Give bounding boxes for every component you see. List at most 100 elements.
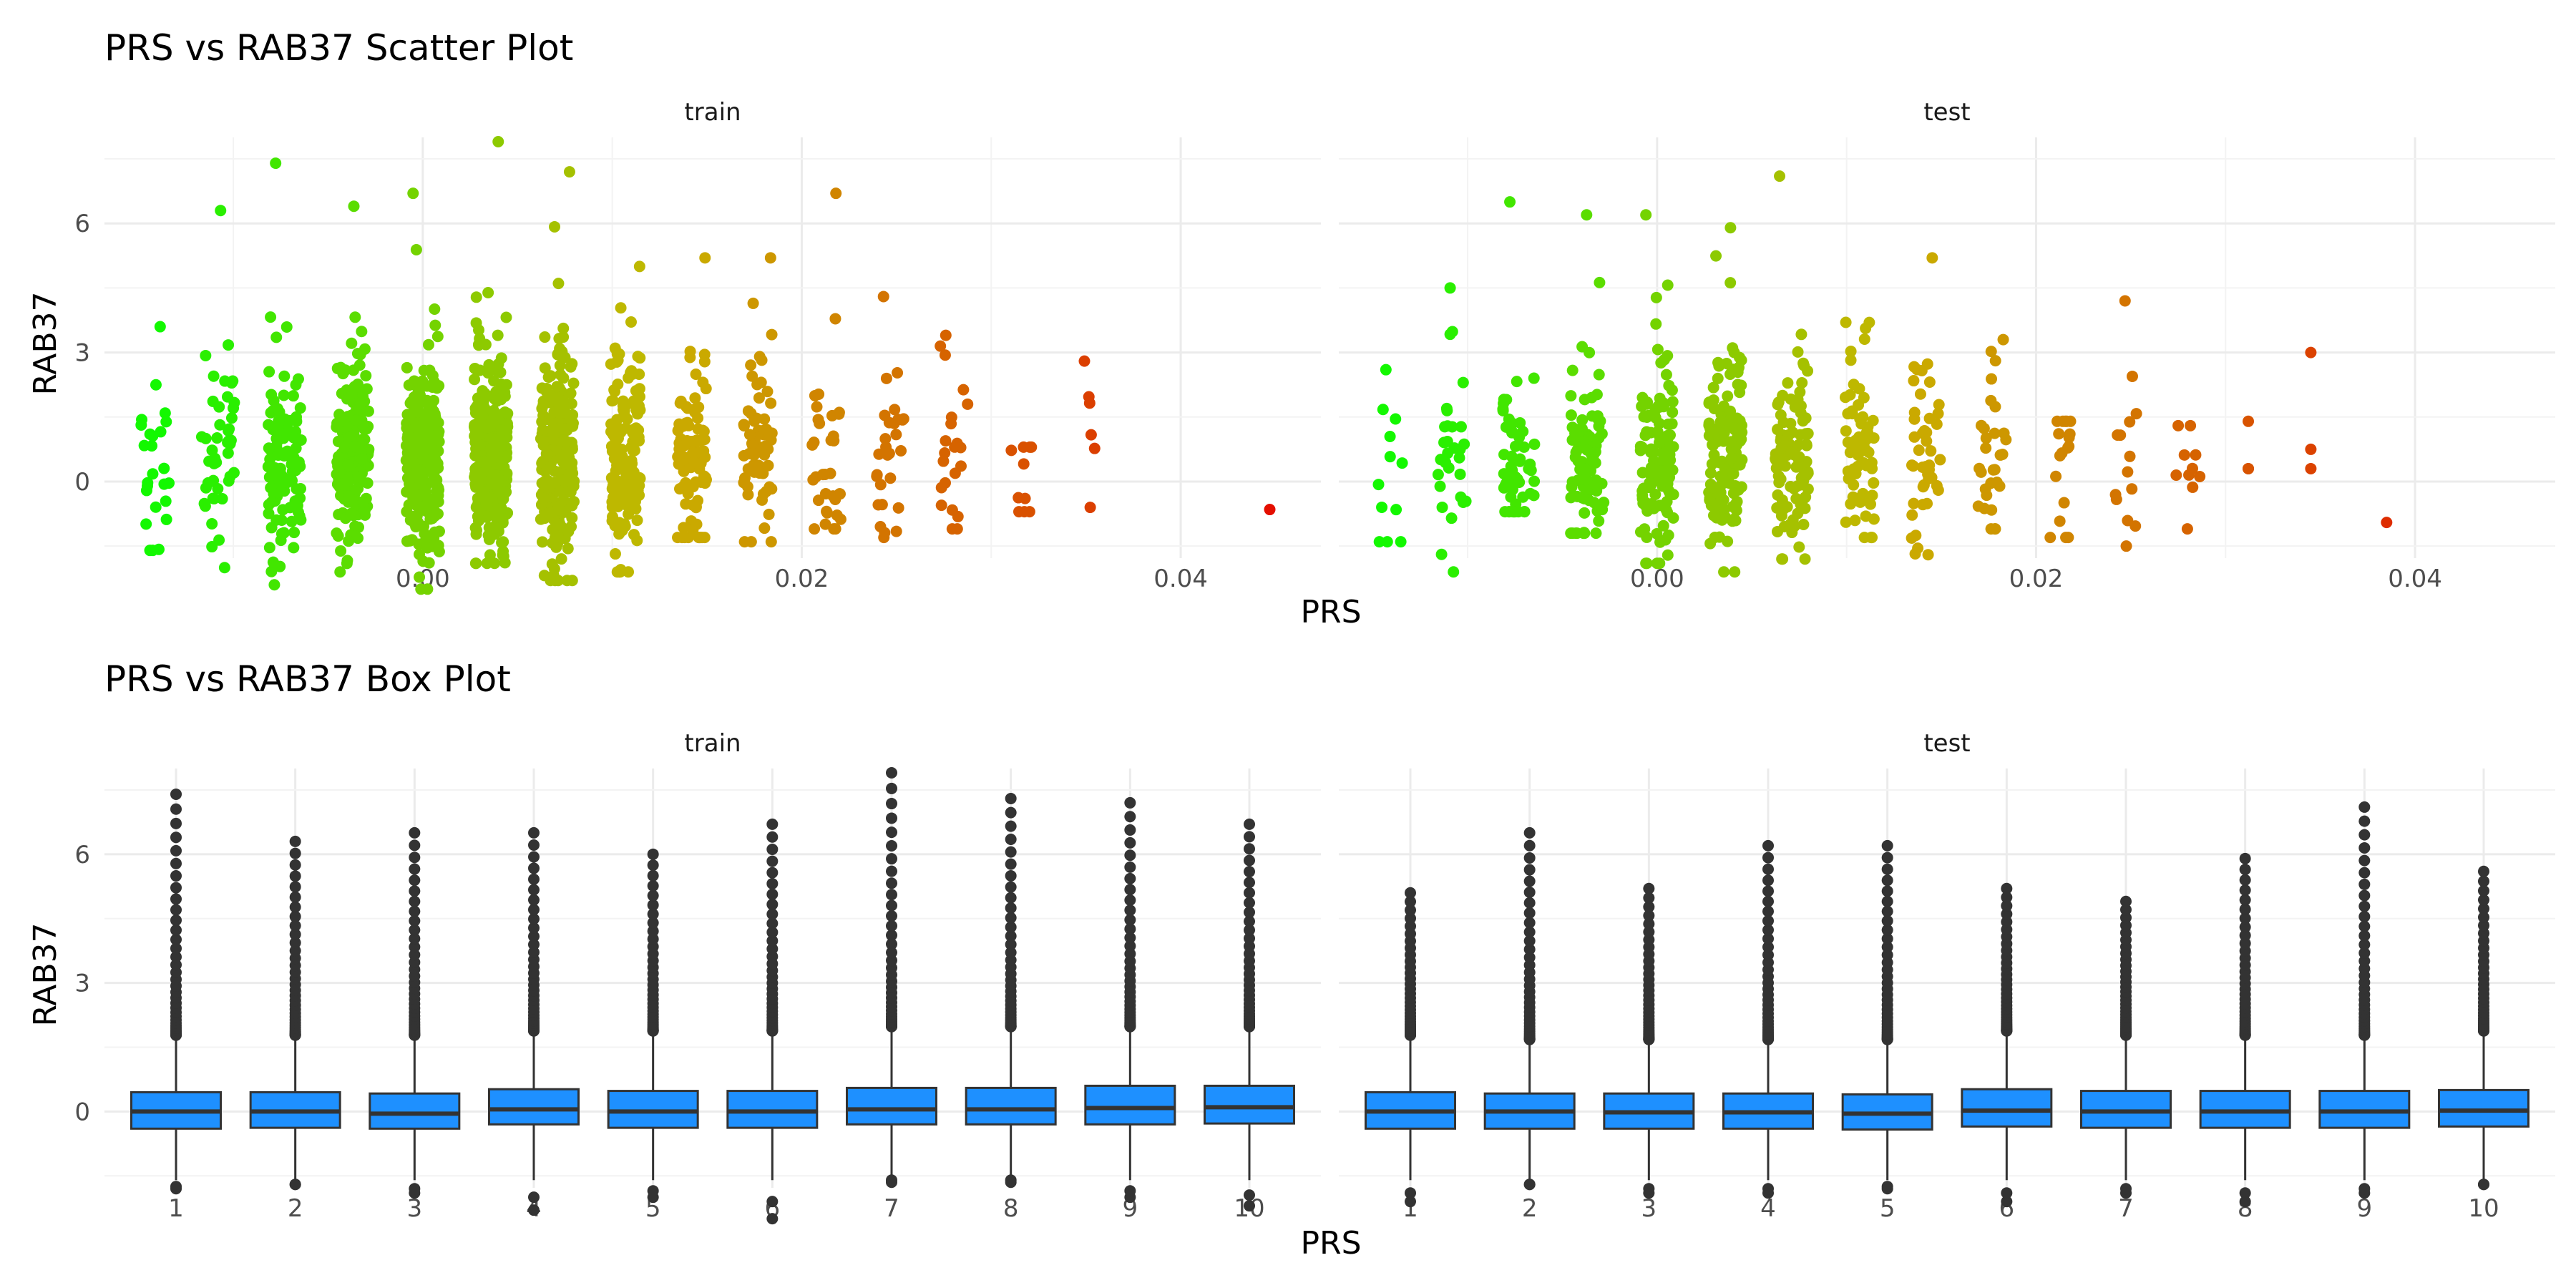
scatter-point [1657,519,1669,532]
box-outlier [2001,916,2013,928]
scatter-point [617,404,629,416]
scatter-point [293,456,305,468]
scatter-point [474,441,486,453]
scatter-point [1634,526,1646,538]
box-outlier [528,826,540,839]
scatter-point [673,458,685,470]
scatter-point [353,359,366,371]
scatter-point [484,432,497,444]
scatter-point [753,392,765,404]
box-outlier [289,928,301,940]
scatter-point [331,527,343,540]
box-outlier [1643,918,1655,930]
box-outlier [1005,806,1017,819]
box-outlier [2478,919,2489,932]
box-outlier [1523,1179,1536,1191]
box-outlier [289,881,301,893]
box-outlier [2358,801,2371,813]
scatter-point [1565,409,1577,421]
scatter-point [1797,415,1809,427]
box-outlier [528,839,540,851]
box-outlier [886,899,897,912]
scatter-point [2059,415,2072,427]
box-outlier [409,826,421,839]
scatter-point [1704,467,1717,479]
scatter-point [291,411,303,423]
box-outlier [766,867,779,879]
box-x-tick-label: 8 [1003,1194,1019,1223]
box-x-tick-label: 3 [407,1194,423,1223]
scatter-point [2126,370,2138,382]
box-outlier [1762,905,1774,917]
scatter-point [743,429,756,441]
scatter-point [691,518,703,530]
box-outlier [1523,917,1536,929]
scatter-point [1455,421,1467,433]
scatter-point [2190,449,2202,461]
scatter-point [1727,342,1739,354]
scatter-point [563,166,575,178]
scatter-point [1569,451,1581,463]
scatter-point [1981,489,1993,502]
scatter-point [949,467,961,479]
box-iqr [846,1086,937,1126]
box-outlier [1643,926,1655,938]
scatter-point [1506,417,1518,429]
box-outlier [528,930,540,942]
scatter-point [1735,481,1747,493]
scatter-point [215,205,227,217]
scatter-point [753,351,766,363]
scatter-point [809,389,821,401]
scatter-point [354,397,366,409]
scatter-point [203,455,215,467]
scatter-point [557,423,570,435]
scatter-point [2050,470,2062,482]
scatter-point [423,399,435,411]
scatter-point [697,376,709,389]
scatter-point [1390,504,1402,516]
scatter-point [1524,458,1536,470]
scatter-point [2120,540,2132,552]
box-outlier [766,935,779,947]
scatter-point [1448,566,1460,578]
scatter-point [338,415,350,427]
box-outlier [886,853,897,865]
scatter-point [1640,209,1652,221]
box-outlier [1124,861,1136,873]
box-outlier [409,885,421,897]
box-outlier [766,855,779,867]
box-outlier [1005,833,1017,845]
scatter-point [1503,467,1516,479]
box-outlier [886,840,897,852]
scatter-point [401,506,413,518]
scatter-point [428,417,440,429]
box-title: PRS vs RAB37 Box Plot [104,658,511,700]
scatter-point [692,412,704,424]
box-outlier [647,1185,659,1197]
box-outlier [1005,902,1017,914]
scatter-point [935,482,947,494]
box-outlier [2001,1187,2013,1199]
scatter-point [1845,354,1857,366]
scatter-point [1636,489,1649,502]
scatter-point [1586,454,1598,467]
scatter-point [1664,429,1676,441]
scatter-point [879,433,892,445]
scatter-point [1439,421,1451,433]
scatter-point [554,518,566,530]
box-outlier [886,889,897,901]
scatter-point [1729,566,1741,578]
scatter-point [150,379,162,391]
scatter-point [479,387,491,399]
box-outlier [528,938,540,950]
box-outlier [1405,912,1416,924]
scatter-point [1800,491,1812,503]
box-outlier [170,933,182,945]
scatter-point [404,410,416,422]
scatter-point [160,495,172,507]
scatter-point [1664,442,1677,454]
box-x-tick-label: 5 [1880,1194,1896,1223]
box-outlier [2001,908,2013,920]
box-outlier [2239,937,2251,950]
scatter-point [1581,444,1593,456]
